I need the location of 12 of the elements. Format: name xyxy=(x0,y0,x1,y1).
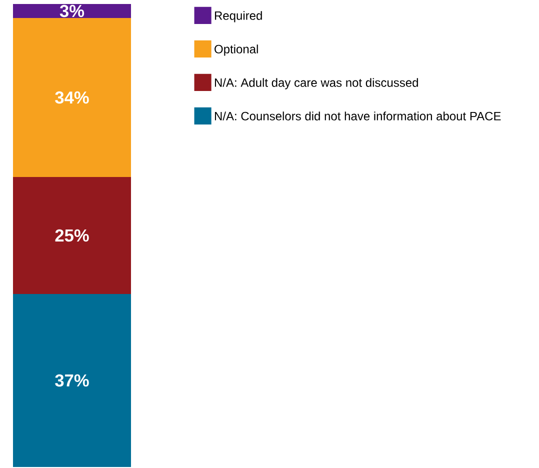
data-label: 34% xyxy=(55,91,89,104)
legend-label: Required xyxy=(214,11,262,22)
data-label: 3% xyxy=(60,4,84,18)
data-label: 25% xyxy=(55,229,89,242)
legend-label: Optional xyxy=(214,44,258,56)
legend-label: N/A: Adult day care was not discussed xyxy=(214,78,418,90)
legend-label: N/A: Counselors did not have information about PACE xyxy=(214,112,501,120)
bar xyxy=(12,177,131,294)
bar xyxy=(12,4,131,18)
bar xyxy=(12,18,131,178)
data-label: 37% xyxy=(55,374,89,387)
bar xyxy=(12,294,131,467)
